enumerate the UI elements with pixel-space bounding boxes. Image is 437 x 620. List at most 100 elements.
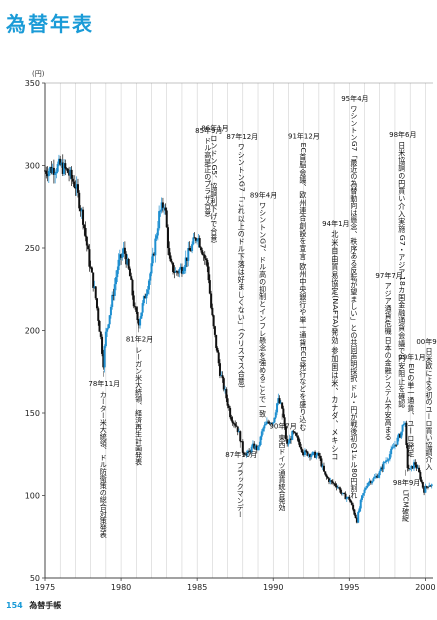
candle-body <box>352 504 355 510</box>
candle-body <box>418 467 421 473</box>
candle-body <box>161 202 164 208</box>
candle-body <box>341 492 344 494</box>
annotation-text: ワシントンG7、ドル高の抑制とインフレ懸念を強めることで一致 <box>259 202 267 419</box>
candle-body <box>400 431 403 438</box>
candle-body <box>402 423 405 425</box>
candle-body <box>103 346 106 368</box>
candle-body <box>387 459 390 461</box>
candle-body <box>170 261 173 263</box>
candle-body <box>113 284 116 296</box>
candle-body <box>84 228 87 237</box>
candle-body <box>423 487 426 493</box>
candle-body <box>283 417 286 427</box>
candle-body <box>226 398 229 406</box>
y-tick-label: 150 <box>25 409 40 418</box>
candle-body <box>368 481 371 483</box>
candle-body <box>189 250 192 252</box>
candle-body <box>94 286 97 299</box>
candle-body <box>326 476 329 479</box>
candle-body <box>424 486 427 493</box>
candle-body <box>64 163 67 169</box>
annotation-text: LTCM破綻 <box>402 490 410 523</box>
candle-body <box>348 496 351 500</box>
candle-body <box>347 496 350 498</box>
annotation-text: EC首脳会議、欧州連合創設を宣言 欧州中央銀行や単一通貨ECU発行などを盛り込む <box>299 143 307 431</box>
candle-body <box>107 324 110 329</box>
candle-body <box>151 253 154 264</box>
annotation-text: ワシントンG7「最近の為替動向は懸念、秩序ある反転が望ましい」との共同声明採択 … <box>350 105 358 499</box>
candle-body <box>109 306 112 316</box>
candle-body <box>317 453 320 456</box>
candle-body <box>406 445 409 469</box>
candle-body <box>46 173 49 177</box>
annotation-date: 78年11月 <box>88 379 120 388</box>
candle-body <box>297 437 300 443</box>
candle-body <box>277 398 280 404</box>
candle-body <box>104 331 107 347</box>
candle-body <box>123 247 126 254</box>
candle-body <box>324 471 327 475</box>
candle-body <box>421 482 424 488</box>
candle-body <box>160 202 163 211</box>
candle-body <box>111 294 114 307</box>
candle-body <box>288 438 291 444</box>
annotation: 99年1月 EUの単一通貨、ユーロ発足 <box>398 353 425 459</box>
candle-body <box>118 254 121 260</box>
candle-body <box>264 424 267 426</box>
candle-body <box>50 167 53 173</box>
candle-body <box>63 163 66 174</box>
candle-body <box>395 444 398 446</box>
candle-body <box>165 210 168 228</box>
candle-body <box>125 253 128 265</box>
candle-body <box>273 417 276 423</box>
candle-body <box>320 458 323 467</box>
candle-body <box>369 481 372 484</box>
candle-body <box>296 435 299 438</box>
annotation-date: 00年9月 <box>416 337 437 346</box>
candle-body <box>316 453 319 455</box>
candle-body <box>54 173 57 175</box>
candle-body <box>338 487 341 489</box>
candle-body <box>65 168 68 170</box>
candle-body <box>241 441 244 453</box>
candle-body <box>234 423 237 426</box>
candle-body <box>282 408 285 418</box>
candle-body <box>192 237 195 245</box>
candle-body <box>360 495 363 500</box>
annotation-text: レーガン米大統領、経済再生計画発表 <box>135 346 143 466</box>
candle-body <box>401 424 404 432</box>
candle-body <box>262 428 265 432</box>
candle-body <box>87 245 90 250</box>
candle-body <box>57 158 60 165</box>
candle-body <box>218 363 221 376</box>
y-tick-label: 100 <box>25 492 40 501</box>
candle-body <box>376 475 379 478</box>
candle-body <box>112 294 115 296</box>
candle-body <box>314 451 317 458</box>
candle-body <box>357 512 360 523</box>
candle-body <box>259 436 262 446</box>
candle-body <box>405 422 408 446</box>
candle-body <box>231 420 234 424</box>
candle-body <box>430 484 433 486</box>
candle-body <box>198 238 201 248</box>
candle-body <box>257 446 260 450</box>
candle-body <box>267 421 270 423</box>
candle-body <box>82 209 85 225</box>
candle-body <box>178 269 181 274</box>
x-tick-label: 1990 <box>263 583 283 592</box>
candle-body <box>93 286 96 288</box>
candle-body <box>260 431 263 437</box>
candle-body <box>250 446 253 453</box>
candle-body <box>99 331 102 337</box>
candle-body <box>196 240 199 242</box>
candle-body <box>211 307 214 316</box>
candle-body <box>336 487 339 489</box>
candle-body <box>386 460 389 462</box>
candle-body <box>59 158 62 165</box>
